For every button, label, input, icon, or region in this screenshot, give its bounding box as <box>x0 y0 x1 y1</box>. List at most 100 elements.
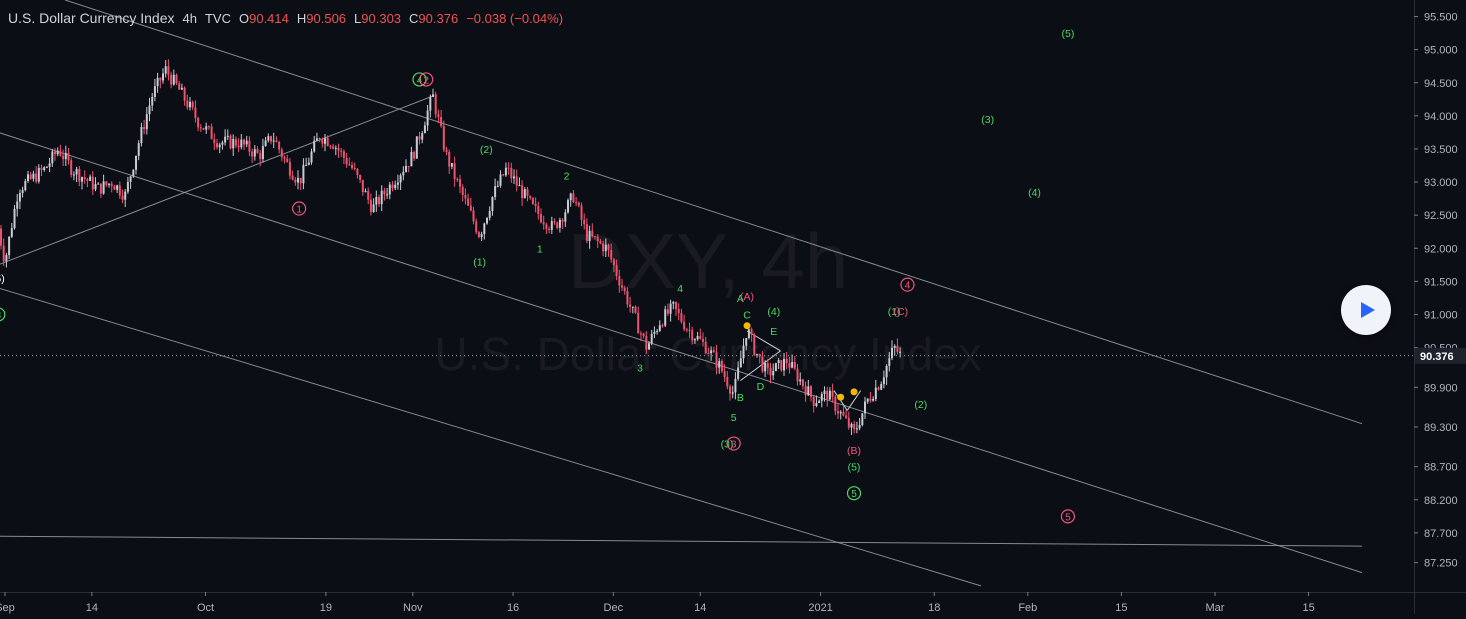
pattern-line-1 <box>740 350 781 382</box>
trendline-1 <box>0 132 1363 574</box>
candle-body-110 <box>294 179 297 183</box>
wave-label-circle-4 <box>419 72 434 87</box>
candle-body-200 <box>537 205 540 215</box>
x-tick-label-6: Dec <box>604 602 624 614</box>
candle-body-211 <box>567 200 570 213</box>
candle-body-297 <box>799 379 802 382</box>
candle-body-97 <box>259 152 262 160</box>
candle-body-141 <box>378 196 381 205</box>
candle-body-331 <box>891 347 894 359</box>
wave-label-19: B <box>737 392 744 404</box>
candle-body-289 <box>777 360 780 364</box>
candle-body-334 <box>899 351 902 353</box>
pattern-line-3 <box>846 390 862 411</box>
y-tick-label-16: 95.500 <box>1424 12 1458 24</box>
candle-body-47 <box>124 191 127 200</box>
candle-body-29 <box>75 168 78 175</box>
candle-body-12 <box>29 174 32 179</box>
candle-body-66 <box>175 74 178 84</box>
candle-body-14 <box>35 173 38 182</box>
candle-body-107 <box>286 158 289 162</box>
candle-body-187 <box>502 174 505 176</box>
play-button[interactable] <box>1341 285 1391 335</box>
high-key: H <box>296 10 307 26</box>
candle-body-31 <box>81 177 84 182</box>
candle-body-329 <box>885 365 888 378</box>
candle-body-189 <box>507 167 510 169</box>
candle-body-20 <box>51 151 54 164</box>
y-tick-label-12: 93.500 <box>1424 144 1458 156</box>
close-value: 90.376 <box>418 10 459 26</box>
candle-body-323 <box>869 398 872 401</box>
candle-body-126 <box>337 147 340 151</box>
wave-label-24: (1) <box>888 306 901 318</box>
chart-header: U.S. Dollar Currency Index 4h TVC O90.41… <box>8 8 563 28</box>
candle-body-193 <box>518 185 521 187</box>
candle-body-308 <box>828 390 831 400</box>
candle-body-197 <box>529 196 532 199</box>
candle-body-269 <box>723 371 726 378</box>
candle-body-114 <box>305 164 308 166</box>
candle-body-327 <box>880 384 883 390</box>
interval-label[interactable]: 4h <box>182 10 197 26</box>
candle-body-235 <box>631 306 634 308</box>
candle-body-317 <box>853 423 856 430</box>
candle-body-106 <box>283 157 286 159</box>
candle-body-296 <box>796 368 799 382</box>
candle-body-69 <box>183 87 186 101</box>
candle-body-11 <box>27 174 30 182</box>
x-tick-label-8: 2021 <box>808 602 832 614</box>
candle-body-131 <box>351 165 354 169</box>
wave-label-16: C <box>743 309 751 321</box>
candle-body-95 <box>253 149 256 157</box>
candle-body-290 <box>780 360 783 371</box>
candle-body-318 <box>855 428 858 430</box>
candle-body-68 <box>180 87 183 90</box>
candle-body-121 <box>324 138 327 144</box>
candle-body-209 <box>561 219 564 222</box>
candle-body-231 <box>621 285 624 288</box>
candle-body-22 <box>56 150 59 155</box>
candle-body-120 <box>321 139 324 144</box>
candle-body-252 <box>677 309 680 313</box>
candle-body-42 <box>110 183 113 187</box>
candle-body-186 <box>499 174 502 186</box>
candle-body-147 <box>394 184 397 189</box>
candle-body-240 <box>645 336 648 350</box>
candle-body-9 <box>21 190 24 194</box>
y-tick-label-11: 93.000 <box>1424 177 1458 189</box>
candle-body-332 <box>893 346 896 348</box>
candle-body-73 <box>194 107 197 118</box>
candle-body-45 <box>118 185 121 196</box>
candle-body-2 <box>2 245 5 262</box>
candle-body-175 <box>469 205 472 211</box>
symbol-title[interactable]: U.S. Dollar Currency Index <box>8 10 175 26</box>
candle-body-320 <box>861 413 864 426</box>
candle-body-46 <box>121 195 124 200</box>
candle-body-3 <box>5 255 8 262</box>
candle-body-93 <box>248 140 251 152</box>
candle-body-101 <box>270 136 273 142</box>
wave-label-20: D <box>757 381 765 393</box>
candle-body-10 <box>24 181 27 191</box>
candle-body-301 <box>810 386 813 397</box>
candle-body-188 <box>504 167 507 176</box>
candle-body-102 <box>272 140 275 142</box>
candle-body-206 <box>553 221 556 223</box>
open-key: O <box>238 10 250 26</box>
candle-body-77 <box>205 126 208 130</box>
wave-label-17: (4) <box>767 306 780 318</box>
candle-body-162 <box>434 94 437 115</box>
wave-label-0: (5) <box>0 273 5 285</box>
candle-body-196 <box>526 189 529 197</box>
candle-body-207 <box>556 222 559 228</box>
wave-label-10: 3 <box>637 362 643 374</box>
x-tick-label-0: Sep <box>0 602 15 614</box>
candle-body-70 <box>186 100 189 108</box>
candle-body-139 <box>372 204 375 213</box>
wave-label-5: (2) <box>480 144 493 156</box>
x-tick-label-13: 15 <box>1302 602 1314 614</box>
candle-body-330 <box>888 358 891 366</box>
